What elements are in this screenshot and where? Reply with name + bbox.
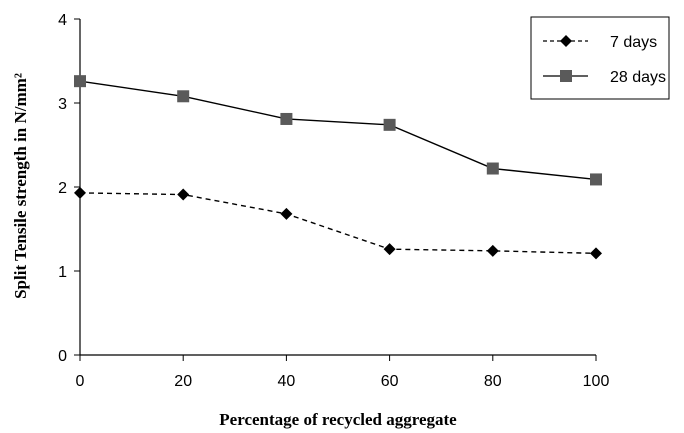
x-tick-label: 0	[76, 373, 85, 390]
series-7-days	[74, 186, 602, 260]
y-tick-label: 4	[58, 12, 67, 29]
legend-box	[530, 16, 670, 100]
data-point-7-days-100	[590, 247, 602, 260]
data-point-28-days-100	[590, 173, 602, 186]
data-point-7-days-0	[74, 186, 86, 199]
data-point-28-days-40	[280, 112, 293, 125]
y-tick-label: 0	[58, 348, 67, 365]
y-axis-label: Split Tensile strength in N/mm²	[11, 73, 30, 299]
x-tick-label: 100	[583, 373, 610, 390]
legend-marker-7-days	[560, 35, 572, 47]
legend: 7 days 28 days	[530, 16, 670, 100]
legend-marker-28-days	[560, 70, 572, 82]
data-point-7-days-20	[177, 188, 190, 201]
series-line-7-days	[79, 192, 597, 255]
y-tick-label: 1	[58, 264, 67, 281]
data-point-28-days-0	[74, 75, 86, 88]
series-28-days	[74, 75, 602, 186]
legend-label-28-days: 28 days	[610, 69, 666, 86]
data-point-7-days-60	[383, 243, 396, 256]
data-point-7-days-80	[486, 244, 499, 257]
x-tick-label: 20	[174, 373, 192, 390]
x-tick-label: 40	[278, 373, 296, 390]
data-point-28-days-80	[486, 162, 499, 175]
x-axis-label: Percentage of recycled aggregate	[219, 410, 457, 429]
series-layer	[74, 75, 602, 260]
legend-label-7-days: 7 days	[610, 34, 657, 51]
data-point-28-days-20	[177, 90, 190, 103]
x-tick-label: 60	[381, 373, 399, 390]
series-line-28-days	[79, 80, 597, 181]
x-tick-label: 80	[484, 373, 502, 390]
y-tick-label: 2	[58, 180, 67, 197]
data-point-7-days-40	[280, 207, 293, 220]
y-tick-label: 3	[58, 96, 67, 113]
data-point-28-days-60	[383, 118, 396, 131]
